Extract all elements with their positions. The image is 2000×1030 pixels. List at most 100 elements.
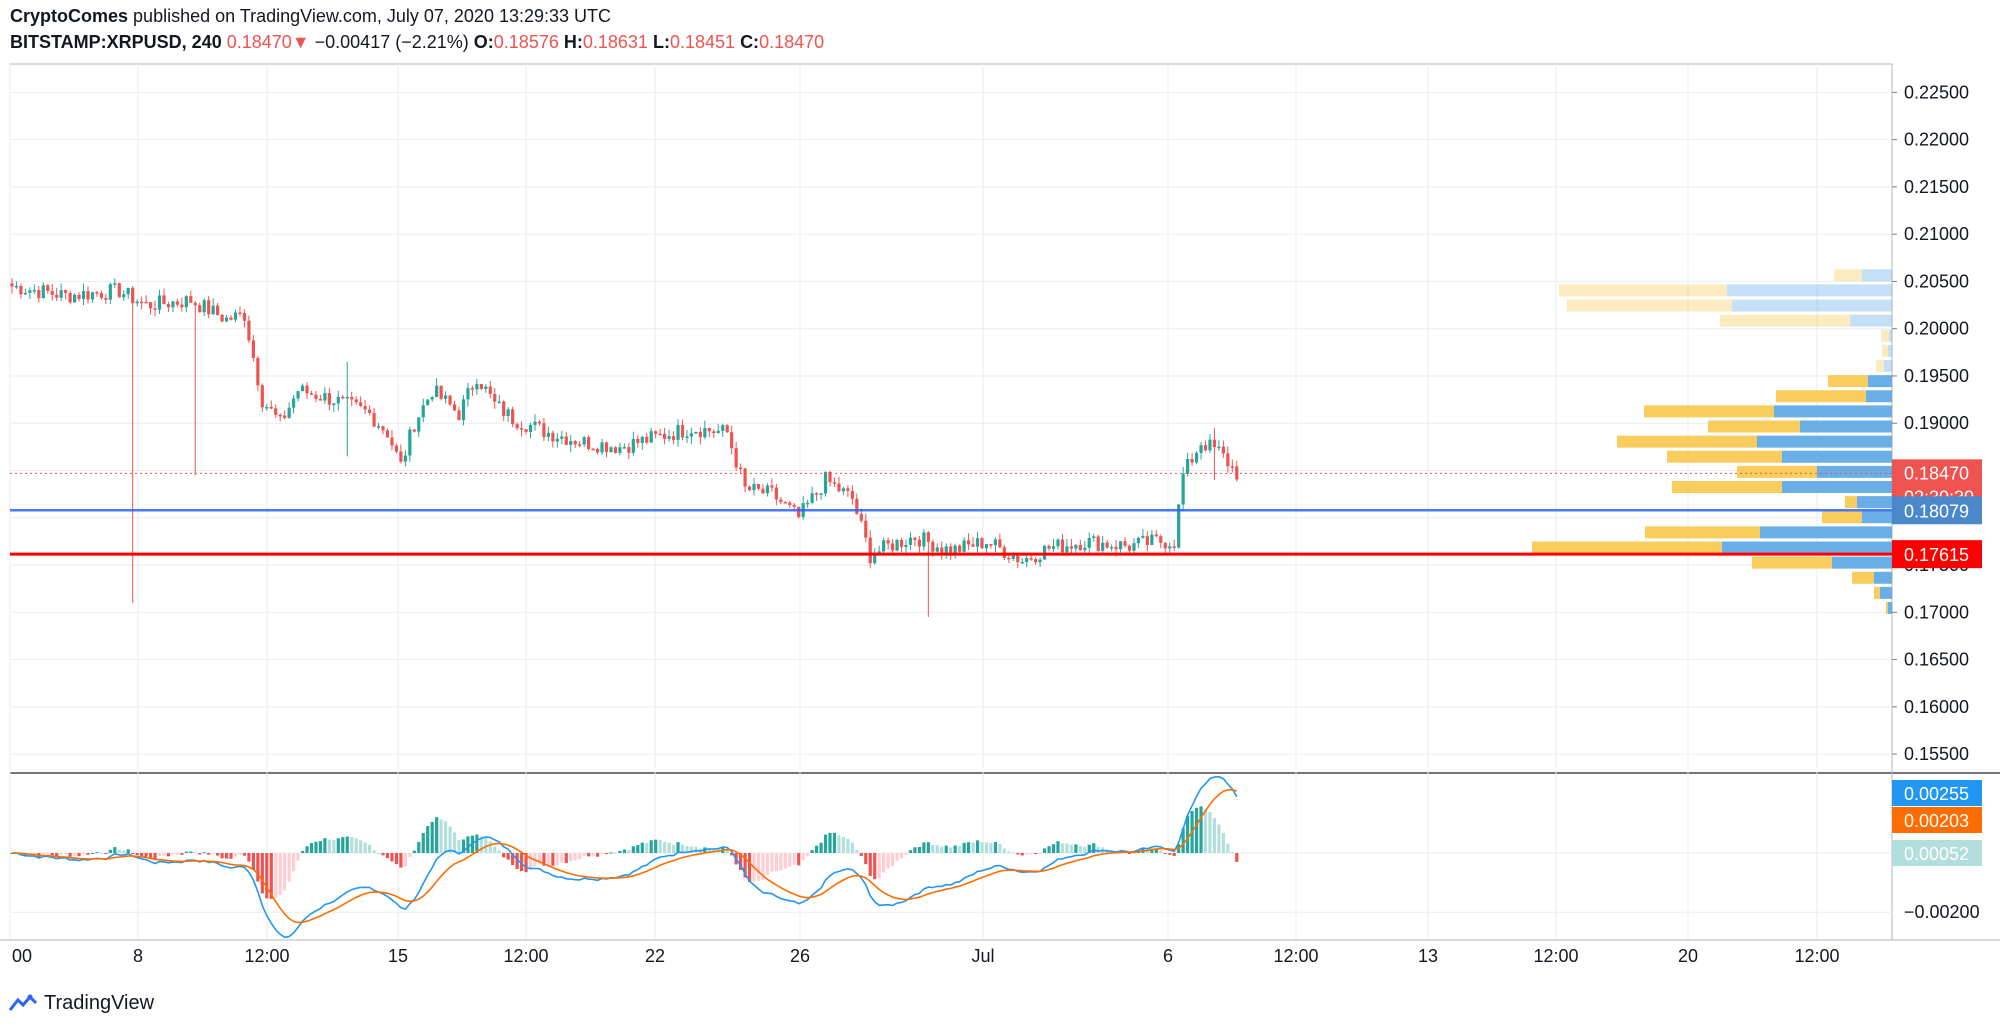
candle-body	[890, 543, 895, 551]
symbol-name[interactable]: BITSTAMP:XRPUSD, 240	[10, 32, 222, 52]
candle-body	[108, 284, 112, 300]
candle-body	[725, 425, 729, 433]
vp-bar-up	[1782, 450, 1892, 463]
candle-body	[72, 294, 77, 303]
macd-histogram-bar	[300, 850, 305, 853]
candle-body	[394, 445, 399, 452]
macd-histogram-bar	[86, 853, 90, 855]
x-tick-label: 15	[388, 946, 408, 966]
candle-body	[1034, 559, 1038, 563]
close-value: 0.18470	[759, 32, 825, 52]
macd-histogram-bar	[108, 849, 112, 853]
candle-body	[846, 488, 850, 491]
macd-histogram-bar	[788, 853, 792, 867]
macd-histogram-bar	[135, 853, 139, 856]
macd-histogram-bar	[886, 853, 890, 869]
macd-histogram-bar	[747, 853, 752, 883]
price-tag-label: 0.17615	[1904, 545, 1969, 565]
price-tag[interactable]	[1892, 540, 1982, 569]
vp-bar-up	[1868, 375, 1892, 388]
macd-histogram-bar	[144, 853, 148, 857]
open-value: 0.18576	[493, 32, 559, 52]
macd-histogram-bar	[1025, 853, 1029, 855]
candle-body	[774, 487, 778, 500]
macd-histogram-bar	[908, 850, 913, 853]
candle-body	[855, 498, 859, 514]
macd-histogram-bar	[180, 853, 184, 855]
vp-bar-up	[1800, 420, 1892, 433]
macd-histogram-bar	[497, 850, 501, 853]
vp-bar-up	[1888, 344, 1892, 357]
candle-body	[721, 425, 725, 431]
vp-bar-up	[1850, 314, 1892, 327]
author-name[interactable]: CryptoComes	[10, 6, 129, 26]
macd-histogram-bar	[350, 836, 354, 853]
candle-body	[341, 396, 345, 399]
x-tick-label: 20	[1678, 946, 1698, 966]
y-tick-label: 0.20500	[1904, 271, 1969, 291]
vp-bar-up	[1874, 571, 1892, 584]
vp-bar-down	[1822, 511, 1862, 524]
candle-body	[859, 513, 863, 521]
candle-body	[122, 294, 126, 298]
macd-histogram-bar	[207, 853, 211, 855]
vp-bar-up	[1757, 435, 1892, 448]
macd-histogram-bar	[859, 853, 863, 856]
candle-body	[385, 430, 390, 438]
candle-body	[19, 285, 23, 295]
price-tag[interactable]	[1892, 496, 1982, 525]
macd-tag[interactable]	[1892, 840, 1982, 866]
candle-body	[703, 428, 707, 438]
macd-tag[interactable]	[1892, 780, 1982, 806]
candle-body	[104, 297, 108, 300]
macd-histogram-bar	[314, 841, 318, 853]
macd-indicator	[10, 775, 1239, 939]
vp-bar-down	[1876, 360, 1884, 373]
vp-bar-down	[1881, 329, 1889, 342]
macd-histogram-bar	[1172, 853, 1176, 856]
tradingview-brand[interactable]: TradingView	[8, 992, 154, 1015]
vp-bar-up	[1884, 360, 1892, 373]
candle-body	[873, 555, 877, 564]
candle-body	[747, 486, 752, 491]
macd-histogram-bar	[50, 853, 54, 856]
macd-histogram-bar	[171, 853, 175, 855]
vp-bar-up	[1862, 511, 1892, 524]
candle-body	[1132, 543, 1136, 551]
candle-body	[144, 301, 148, 304]
vp-bar-down	[1845, 496, 1857, 509]
macd-histogram-bar	[435, 817, 439, 853]
candle-body	[551, 432, 555, 442]
candle-body	[207, 300, 211, 315]
candle-body	[680, 425, 685, 438]
candle-body	[198, 305, 202, 313]
macd-histogram-bar	[224, 853, 229, 859]
macd-tag[interactable]	[1892, 807, 1982, 833]
candle-body	[300, 385, 305, 392]
candle-body	[770, 485, 774, 488]
macd-histogram-bar	[1150, 848, 1154, 853]
candle-body	[756, 484, 761, 489]
macd-histogram-bar	[430, 821, 434, 853]
candle-body	[202, 300, 206, 313]
macd-histogram-bar	[1074, 844, 1078, 853]
candle-body	[157, 295, 162, 310]
macd-histogram-bar	[998, 843, 1002, 853]
macd-histogram-bar	[193, 852, 197, 854]
macd-histogram-bar	[689, 846, 694, 853]
macd-histogram-bar	[537, 853, 542, 865]
macd-histogram-bar	[278, 853, 282, 895]
candle-body	[140, 301, 144, 304]
candle-body	[28, 290, 32, 293]
macd-histogram-bar	[1083, 846, 1087, 853]
candle-body	[475, 384, 479, 390]
macd-histogram-bar	[59, 853, 63, 855]
candle-body	[1136, 537, 1141, 544]
macd-histogram-bar	[184, 851, 188, 853]
candle-body	[283, 415, 287, 418]
x-tick-label: 00	[12, 946, 32, 966]
candle-body	[1002, 547, 1006, 558]
candle-body	[971, 544, 975, 547]
candle-body	[412, 429, 416, 432]
